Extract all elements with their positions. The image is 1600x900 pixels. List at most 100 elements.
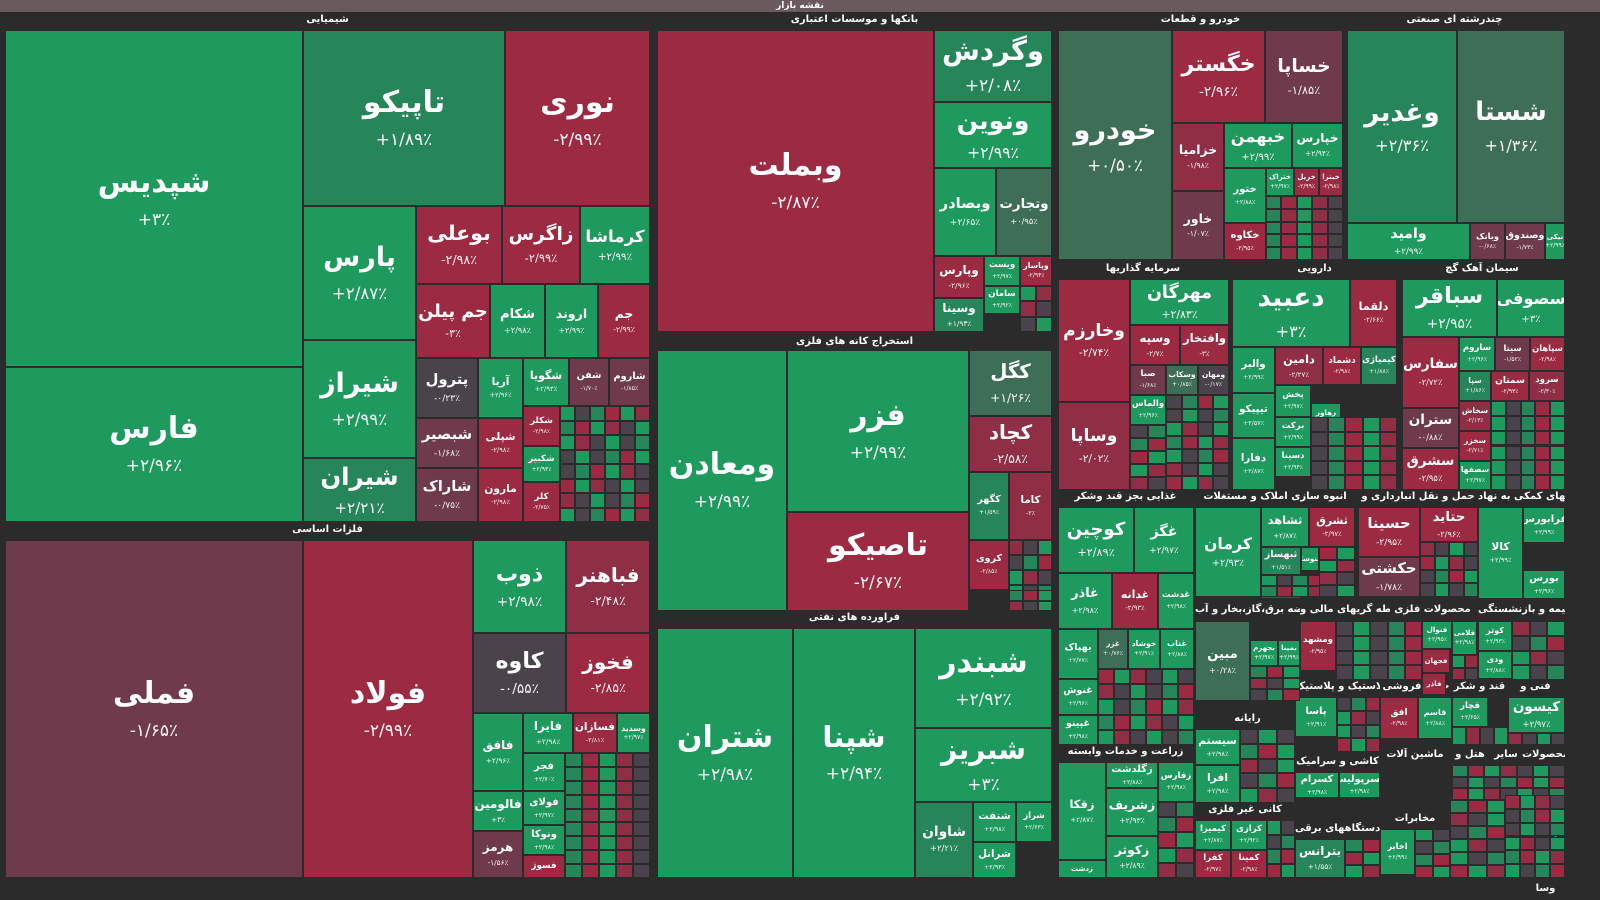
stock-tile[interactable]: نوری -۲/۹۹٪: [505, 30, 650, 206]
small-stock-tile[interactable]: [1146, 714, 1162, 730]
stock-tile[interactable]: شاوان +۲/۲۱٪: [915, 802, 973, 878]
stock-tile[interactable]: وپاسار -۲/۹۴٪: [1020, 256, 1052, 286]
small-stock-tile[interactable]: [1281, 834, 1295, 849]
small-stock-tile[interactable]: [1535, 415, 1551, 431]
small-stock-tile[interactable]: [575, 493, 590, 508]
small-stock-tile[interactable]: [1327, 208, 1343, 222]
small-stock-tile[interactable]: [1267, 834, 1281, 849]
small-stock-tile[interactable]: [1450, 826, 1469, 839]
small-stock-tile[interactable]: [1353, 665, 1371, 680]
small-stock-tile[interactable]: [1452, 776, 1469, 789]
stock-tile[interactable]: خوشاد +۲/۹۱٪: [1128, 629, 1160, 669]
small-stock-tile[interactable]: [1181, 395, 1198, 409]
stock-tile[interactable]: حتاید -۲/۹۶٪: [1420, 507, 1478, 542]
stock-tile[interactable]: سباقر +۲/۹۵٪: [1402, 279, 1497, 337]
stock-tile[interactable]: ذوب +۲/۹۸٪: [473, 540, 566, 633]
small-stock-tile[interactable]: [1158, 817, 1176, 833]
stock-tile[interactable]: کاما -۲٪: [1009, 472, 1052, 540]
small-stock-tile[interactable]: [1166, 449, 1182, 463]
stock-tile[interactable]: خودرو +۰/۵۰٪: [1058, 30, 1172, 260]
stock-tile[interactable]: شکلر -۲/۹۸٪: [523, 406, 560, 446]
small-stock-tile[interactable]: [1468, 788, 1485, 800]
small-stock-tile[interactable]: [1037, 555, 1052, 570]
small-stock-tile[interactable]: [1379, 475, 1397, 490]
small-stock-tile[interactable]: [1162, 684, 1178, 700]
small-stock-tile[interactable]: [599, 766, 616, 781]
stock-tile[interactable]: کرماشا +۲/۹۹٪: [580, 206, 650, 284]
small-stock-tile[interactable]: [1420, 583, 1435, 597]
small-stock-tile[interactable]: [1452, 667, 1465, 680]
small-stock-tile[interactable]: [1240, 743, 1259, 759]
stock-tile[interactable]: فملی -۱/۶۵٪: [5, 540, 303, 878]
small-stock-tile[interactable]: [1267, 820, 1281, 835]
small-stock-tile[interactable]: [605, 493, 620, 508]
small-stock-tile[interactable]: [1023, 555, 1038, 570]
small-stock-tile[interactable]: [1512, 650, 1530, 666]
small-stock-tile[interactable]: [1037, 540, 1052, 555]
stock-tile[interactable]: بوعلی -۲/۹۸٪: [416, 206, 502, 284]
small-stock-tile[interactable]: [1449, 555, 1464, 570]
stock-tile[interactable]: غزر +۰/۷۶٪: [1098, 629, 1128, 669]
small-stock-tile[interactable]: [565, 753, 582, 767]
small-stock-tile[interactable]: [1181, 462, 1198, 477]
small-stock-tile[interactable]: [1505, 430, 1521, 446]
small-stock-tile[interactable]: [1319, 547, 1337, 560]
small-stock-tile[interactable]: [1312, 208, 1328, 222]
stock-tile[interactable]: خریل -۲/۹۹٪: [1294, 168, 1319, 196]
small-stock-tile[interactable]: [1258, 788, 1277, 803]
stock-tile[interactable]: شفن -۱/۷۰٪: [569, 358, 609, 406]
stock-tile[interactable]: ثشاهد +۲/۸۷٪: [1261, 507, 1309, 547]
stock-tile[interactable]: قاسم +۲/۸۸٪: [1418, 697, 1452, 739]
small-stock-tile[interactable]: [1312, 247, 1328, 260]
stock-tile[interactable]: ساروم +۲/۹۶٪: [1459, 337, 1495, 371]
stock-tile[interactable]: سصفها +۲/۹۷٪: [1459, 461, 1491, 490]
small-stock-tile[interactable]: [1162, 669, 1178, 685]
small-stock-tile[interactable]: [616, 780, 633, 795]
small-stock-tile[interactable]: [1266, 677, 1284, 690]
small-stock-tile[interactable]: [1250, 689, 1267, 701]
small-stock-tile[interactable]: [1486, 852, 1505, 865]
small-stock-tile[interactable]: [1296, 247, 1313, 260]
stock-tile[interactable]: جم -۲/۹۹٪: [598, 284, 650, 358]
stock-tile[interactable]: سمتان -۲/۹۳٪: [1491, 371, 1529, 401]
small-stock-tile[interactable]: [1484, 788, 1501, 800]
stock-tile[interactable]: ومعادن +۲/۹۹٪: [657, 350, 787, 611]
stock-tile[interactable]: غناب +۲/۸۸٪: [1160, 629, 1194, 669]
small-stock-tile[interactable]: [560, 435, 575, 450]
small-stock-tile[interactable]: [635, 420, 650, 435]
small-stock-tile[interactable]: [635, 478, 650, 493]
small-stock-tile[interactable]: [1550, 808, 1565, 823]
small-stock-tile[interactable]: [1365, 738, 1380, 752]
stock-tile[interactable]: ستران -۰/۸۸٪: [1402, 408, 1459, 448]
small-stock-tile[interactable]: [1158, 847, 1176, 863]
small-stock-tile[interactable]: [1345, 417, 1363, 432]
small-stock-tile[interactable]: [633, 864, 650, 878]
stock-tile[interactable]: تیپیکو +۲/۵۷٪: [1232, 393, 1275, 438]
small-stock-tile[interactable]: [1449, 583, 1464, 597]
small-stock-tile[interactable]: [1484, 776, 1501, 789]
small-stock-tile[interactable]: [635, 435, 650, 450]
stock-tile[interactable]: قچار +۲/۶۵٪: [1452, 697, 1488, 727]
stock-tile[interactable]: سیستم +۲/۹۸٪: [1195, 729, 1240, 765]
small-stock-tile[interactable]: [1337, 724, 1352, 739]
small-stock-tile[interactable]: [616, 753, 633, 767]
stock-tile[interactable]: مبین +۰/۲۸٪: [1195, 621, 1250, 701]
small-stock-tile[interactable]: [1114, 714, 1130, 730]
small-stock-tile[interactable]: [633, 753, 650, 767]
small-stock-tile[interactable]: [1365, 697, 1380, 711]
small-stock-tile[interactable]: [1130, 451, 1148, 464]
small-stock-tile[interactable]: [635, 464, 650, 479]
small-stock-tile[interactable]: [1387, 665, 1405, 680]
stock-tile[interactable]: فنوال +۲/۹۵٪: [1422, 621, 1452, 649]
small-stock-tile[interactable]: [1327, 196, 1343, 209]
small-stock-tile[interactable]: [1148, 451, 1166, 464]
small-stock-tile[interactable]: [1312, 234, 1328, 248]
stock-tile[interactable]: شراز +۲/۶۳٪: [1016, 802, 1052, 842]
small-stock-tile[interactable]: [1387, 621, 1405, 636]
small-stock-tile[interactable]: [1449, 542, 1464, 556]
small-stock-tile[interactable]: [1548, 765, 1565, 777]
small-stock-tile[interactable]: [565, 850, 582, 865]
small-stock-tile[interactable]: [565, 836, 582, 851]
small-stock-tile[interactable]: [1491, 460, 1506, 476]
stock-tile[interactable]: فجهان: [1422, 649, 1450, 673]
